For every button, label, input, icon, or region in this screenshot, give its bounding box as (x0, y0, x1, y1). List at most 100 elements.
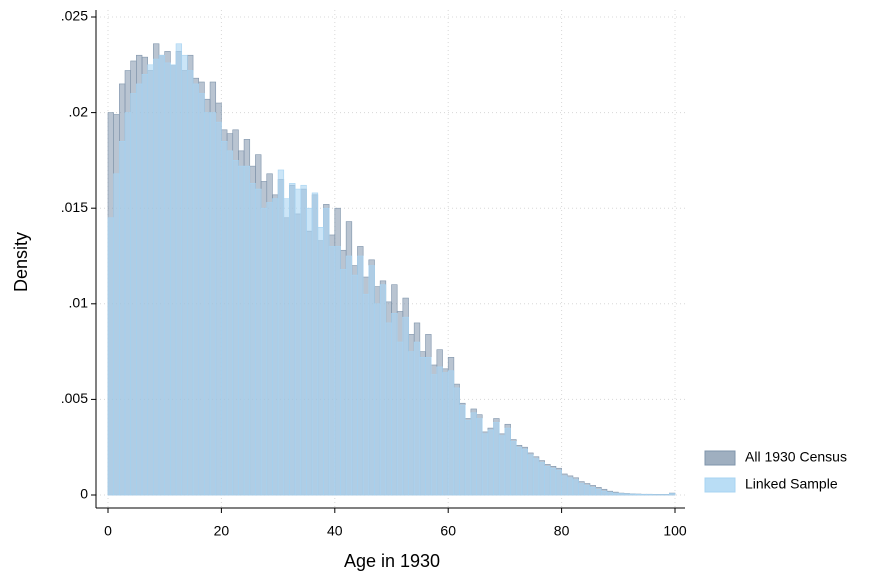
bar (498, 435, 506, 496)
bar (635, 493, 642, 496)
bar (164, 62, 171, 496)
bar (272, 198, 279, 496)
bar (345, 255, 353, 496)
bar (640, 494, 647, 496)
bar (300, 184, 307, 496)
bar (158, 54, 165, 496)
x-tick-label: 0 (104, 523, 112, 539)
bar (669, 493, 676, 496)
bar (453, 387, 460, 496)
bar (249, 183, 256, 496)
bar (617, 493, 625, 496)
x-axis-title: Age in 1930 (344, 551, 440, 571)
bar (493, 422, 500, 496)
bar (374, 303, 381, 496)
bar (425, 357, 432, 496)
bar (459, 404, 466, 496)
y-tick-label: .02 (69, 103, 89, 119)
bar (391, 313, 398, 496)
bar (510, 441, 517, 496)
bar (606, 491, 613, 496)
bar (283, 198, 290, 496)
bar (430, 374, 438, 496)
bar (215, 121, 222, 496)
bar (504, 427, 511, 496)
bar (629, 493, 636, 496)
bar (481, 433, 489, 496)
bar (419, 357, 426, 496)
bar (243, 165, 251, 496)
bar (153, 58, 160, 496)
bar (232, 160, 239, 496)
bar (340, 269, 347, 496)
bar (595, 488, 602, 496)
y-tick-label: .025 (61, 8, 88, 24)
bar (413, 341, 421, 496)
bar (124, 112, 131, 496)
bar (204, 112, 211, 496)
bar (385, 322, 392, 496)
bar (476, 418, 483, 496)
y-tick-label: .01 (69, 295, 89, 311)
bar (447, 370, 455, 496)
legend-swatch (704, 477, 736, 493)
bar (323, 207, 330, 496)
bar (487, 429, 494, 496)
bar (362, 293, 370, 496)
bar (136, 83, 143, 496)
bar (119, 140, 126, 496)
bar (226, 150, 234, 496)
bar (623, 493, 630, 496)
bar (538, 462, 545, 496)
bar (544, 466, 551, 496)
bar (277, 169, 285, 496)
y-tick-label: 0 (80, 486, 88, 502)
legend-swatch (704, 450, 736, 466)
bar (572, 479, 579, 496)
bar (396, 341, 404, 496)
x-tick-label: 80 (554, 523, 570, 539)
bar (532, 458, 540, 496)
bar (583, 485, 591, 496)
bar (209, 112, 217, 496)
bar (192, 83, 200, 496)
bar (306, 207, 313, 496)
x-tick-label: 60 (440, 523, 456, 539)
bar (357, 255, 364, 496)
bar (589, 487, 596, 496)
bar (566, 477, 574, 496)
legend-label: Linked Sample (745, 476, 838, 492)
x-tick-label: 40 (327, 523, 343, 539)
bar (436, 366, 443, 496)
bar (646, 494, 653, 496)
bar (527, 454, 534, 496)
bar (578, 483, 585, 496)
bar (107, 217, 114, 496)
y-tick-label: .005 (61, 390, 88, 406)
bar (317, 227, 324, 496)
y-axis-title: Density (11, 232, 31, 292)
bar (147, 64, 154, 496)
bar (612, 492, 619, 496)
bar (351, 274, 358, 496)
y-tick-label: .015 (61, 199, 88, 215)
bar (600, 490, 608, 496)
bar (549, 467, 557, 496)
x-tick-label: 100 (663, 523, 687, 539)
bar (141, 74, 148, 496)
bar (266, 202, 273, 496)
bar (515, 446, 523, 496)
bar (334, 246, 341, 496)
bar (181, 54, 188, 496)
bar (408, 351, 415, 496)
legend-label: All 1930 Census (745, 449, 847, 465)
bar (170, 64, 177, 496)
bar (289, 183, 296, 496)
bar (311, 192, 319, 496)
bar (130, 93, 137, 496)
bar (221, 140, 228, 496)
bar (442, 372, 449, 496)
bar (555, 469, 562, 496)
bar (328, 246, 336, 496)
